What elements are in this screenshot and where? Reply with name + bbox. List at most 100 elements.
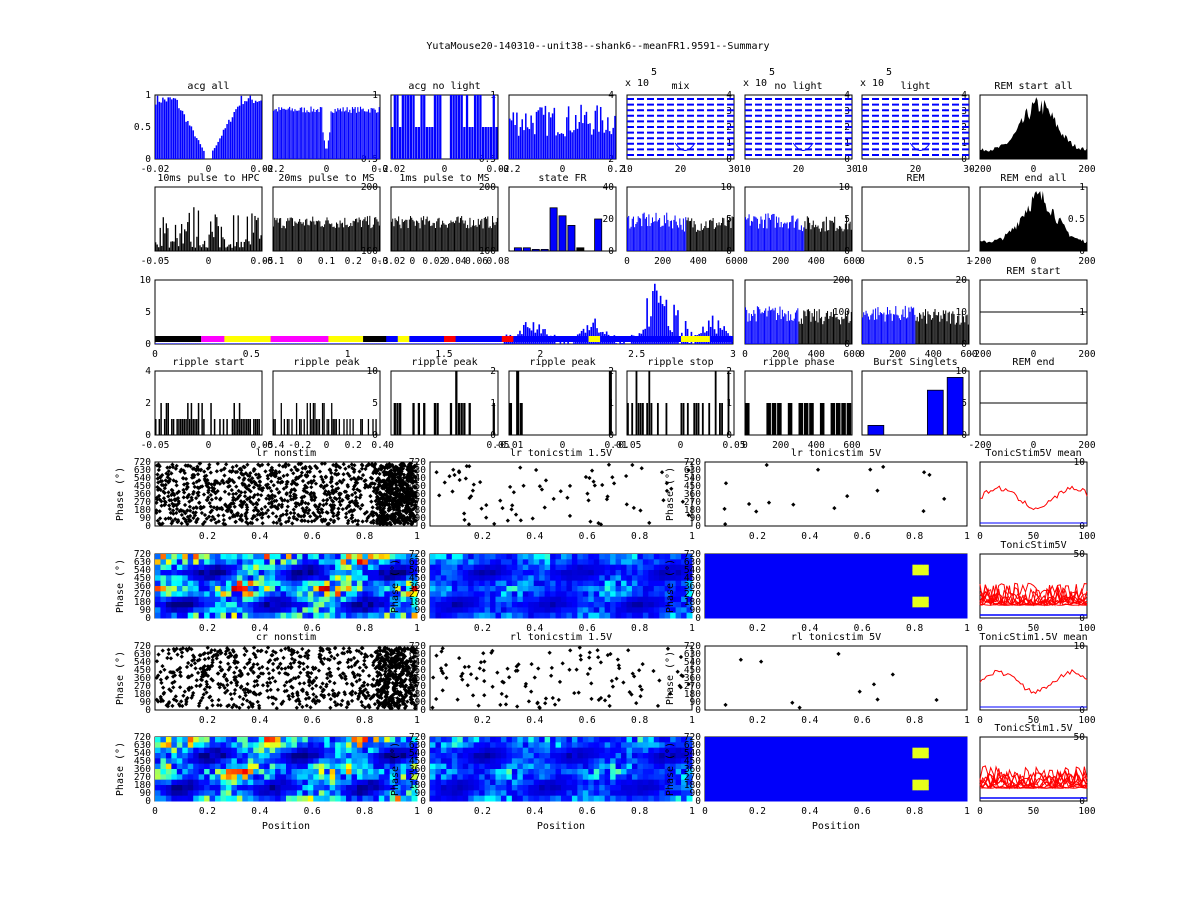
bar: [967, 324, 969, 344]
y-tick-label: 1: [372, 90, 378, 101]
bar: [345, 225, 347, 251]
y-tick-label: 100: [479, 246, 496, 257]
bar: [280, 403, 282, 435]
panel-title: lr nonstim: [256, 448, 316, 459]
bar: [288, 419, 290, 435]
bar: [168, 343, 171, 344]
bar: [418, 343, 421, 344]
bar: [358, 217, 360, 251]
spike-dot: [278, 521, 284, 527]
bar: [680, 403, 683, 435]
panel-title: REM start: [1006, 266, 1060, 277]
x-tick-label: 20: [675, 164, 687, 175]
bar: [181, 343, 184, 344]
bar: [828, 230, 830, 251]
heat-cell: [373, 591, 380, 598]
bar: [231, 247, 233, 251]
x-tick-label: 0.2: [199, 531, 216, 542]
heat-cell: [836, 564, 842, 571]
heat-cell: [626, 607, 633, 614]
bar: [519, 127, 522, 159]
heat-cell: [340, 570, 347, 576]
heat-cell: [430, 564, 436, 571]
heat-cell: [430, 575, 436, 582]
bar: [849, 321, 851, 344]
bar: [185, 231, 187, 251]
x-tick-label: 400: [808, 349, 825, 360]
heat-cell: [356, 612, 363, 619]
bar: [591, 134, 593, 159]
state-strip: [224, 336, 271, 342]
heat-cell: [209, 586, 216, 592]
heat-cell: [819, 570, 826, 576]
bar: [315, 220, 317, 251]
y-tick-label: 0: [726, 154, 732, 165]
bar: [443, 223, 445, 251]
heat-cell: [561, 580, 567, 587]
heat-cell: [874, 559, 881, 566]
heat-cell: [269, 554, 276, 560]
heat-cell: [830, 570, 837, 576]
bar: [197, 210, 200, 251]
bar: [230, 343, 232, 344]
heat-cell: [400, 607, 407, 614]
spike-dot: [326, 521, 332, 526]
bar: [592, 129, 595, 159]
heat-cell: [400, 559, 407, 566]
bar: [402, 222, 404, 251]
x-tick-label: 600: [725, 256, 742, 267]
bar: [187, 403, 189, 435]
heat-cell: [302, 591, 309, 598]
trace: [674, 142, 696, 151]
heat-cell: [313, 580, 320, 587]
x-tick-label: -200: [969, 256, 992, 267]
heat-cell: [280, 607, 287, 614]
heat-cell: [550, 580, 557, 587]
heat-cell: [209, 559, 216, 566]
bar: [841, 316, 843, 344]
x-tick-label: 1: [966, 256, 972, 267]
heat-cell: [324, 564, 331, 571]
bar: [558, 215, 567, 252]
bar: [413, 343, 415, 344]
spike-dot: [192, 484, 197, 489]
x-tick-label: 0.2: [371, 164, 388, 175]
heat-cell: [743, 575, 750, 582]
heat-cell: [825, 575, 832, 582]
heat-cell: [280, 564, 287, 571]
bar: [764, 219, 766, 251]
heat-cell: [335, 575, 342, 582]
bar: [232, 343, 234, 344]
heat-cell: [743, 591, 750, 598]
heat-cell: [247, 586, 254, 592]
bar: [222, 129, 225, 159]
heat-cell: [808, 554, 815, 560]
heat-cell: [528, 612, 535, 619]
x-tick-label: -0.05: [141, 440, 170, 451]
bar: [396, 95, 399, 159]
heat-cell: [296, 559, 303, 566]
heat-cell: [642, 596, 649, 603]
heat-cell: [176, 607, 183, 614]
bar: [347, 227, 349, 251]
spike-dot: [288, 493, 293, 499]
heat-cell: [517, 570, 524, 576]
bar: [314, 403, 316, 435]
heat-cell: [495, 580, 502, 587]
heat-cell: [759, 586, 766, 592]
bar: [700, 223, 702, 251]
bar: [777, 222, 779, 251]
bar: [766, 228, 768, 251]
heat-cell: [253, 607, 260, 614]
bar: [291, 419, 293, 435]
bar: [842, 231, 844, 251]
heat-cell: [814, 564, 821, 571]
heat-cell: [885, 564, 892, 571]
bar: [346, 224, 348, 251]
bar: [849, 221, 851, 251]
heat-cell: [846, 564, 853, 571]
heat-cell: [378, 559, 385, 566]
bar: [662, 225, 664, 251]
bar: [289, 217, 291, 251]
